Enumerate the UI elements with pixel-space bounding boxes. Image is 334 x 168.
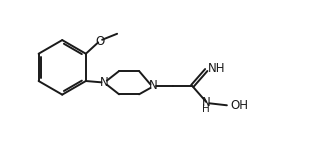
Text: H: H — [202, 104, 210, 114]
Text: O: O — [95, 35, 105, 48]
Text: OH: OH — [230, 99, 248, 112]
Text: N: N — [100, 76, 109, 89]
Text: NH: NH — [208, 62, 225, 75]
Text: N: N — [149, 79, 157, 93]
Text: N: N — [202, 96, 211, 109]
